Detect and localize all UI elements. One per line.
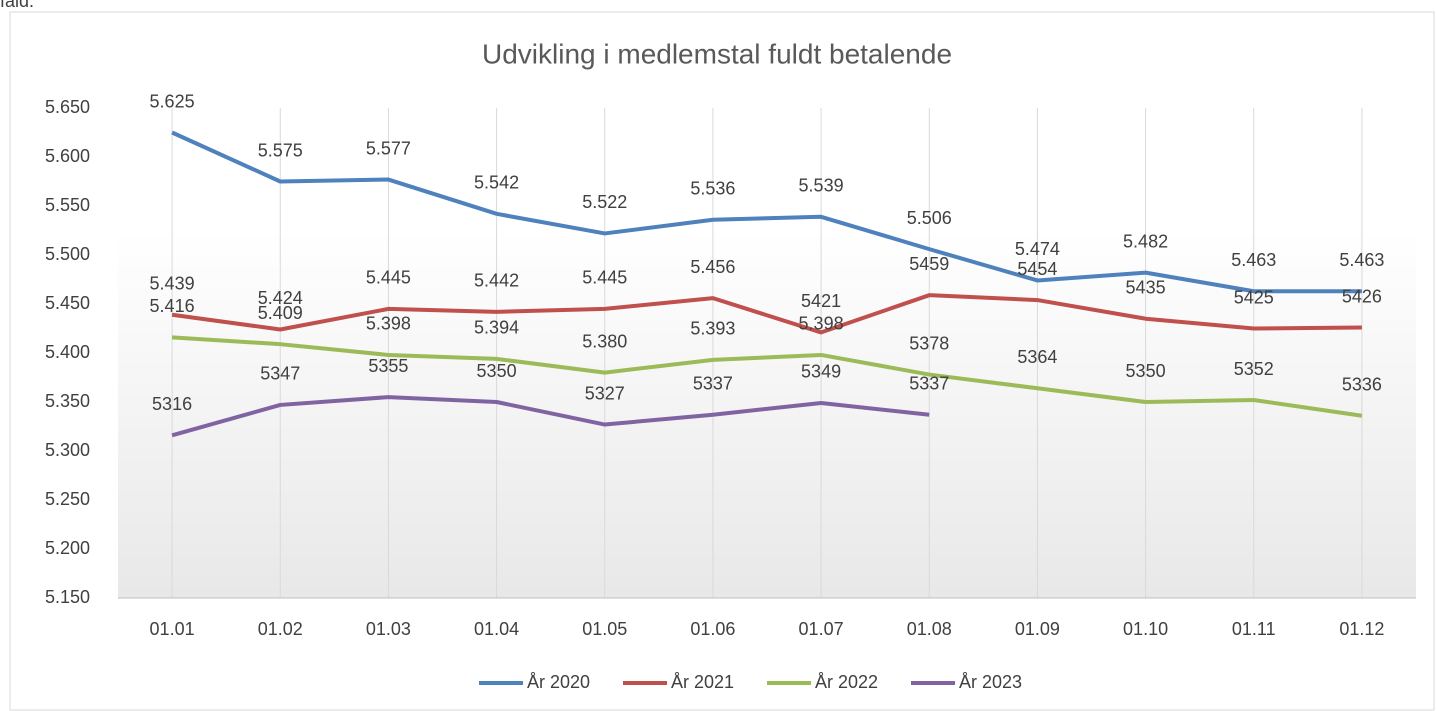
data-label: 5316 [152, 394, 192, 414]
data-label: 5.439 [150, 274, 195, 294]
data-label: 5454 [1017, 259, 1057, 279]
data-label: 5337 [909, 373, 949, 393]
series-line [171, 335, 1363, 418]
data-label: 5378 [909, 333, 949, 353]
y-tick-label: 5.300 [45, 440, 90, 460]
y-tick-label: 5.250 [45, 489, 90, 509]
x-tick-label: 01.07 [799, 619, 844, 639]
data-label: 5425 [1234, 287, 1274, 307]
legend-label: År 2021 [671, 672, 734, 692]
legend-label: År 2022 [815, 672, 878, 692]
legend-label: År 2020 [527, 672, 590, 692]
x-tick-label: 01.12 [1339, 619, 1384, 639]
data-label: 5421 [801, 291, 841, 311]
series-line [171, 130, 1362, 294]
y-tick-label: 5.350 [45, 391, 90, 411]
data-label: 5.625 [150, 91, 195, 111]
chart-title: Udvikling i medlemstal fuldt betalende [482, 38, 952, 69]
x-tick-label: 01.04 [474, 619, 519, 639]
data-label: 5459 [909, 254, 949, 274]
y-tick-label: 5.450 [45, 293, 90, 313]
series-line [171, 395, 930, 438]
x-tick-label: 01.11 [1232, 619, 1276, 639]
y-tick-label: 5.600 [45, 146, 90, 166]
data-label: 5.380 [582, 331, 627, 351]
y-tick-label: 5.150 [45, 587, 90, 607]
data-label: 5426 [1342, 286, 1382, 306]
data-label: 5.539 [799, 176, 844, 196]
data-label: 5.482 [1123, 231, 1168, 251]
data-label: 5355 [368, 356, 408, 376]
plot-area [118, 108, 1416, 598]
y-tick-label: 5.400 [45, 342, 90, 362]
data-label: 5349 [801, 362, 841, 382]
y-tick-label: 5.650 [45, 97, 90, 117]
data-label: 5.398 [799, 314, 844, 334]
x-tick-label: 01.03 [366, 619, 411, 639]
y-tick-label: 5.500 [45, 244, 90, 264]
data-label: 5337 [693, 373, 733, 393]
data-label: 5.394 [474, 318, 519, 338]
x-tick-label: 01.10 [1123, 619, 1168, 639]
data-label: 5.577 [366, 138, 411, 158]
data-label: 5.474 [1015, 239, 1060, 259]
x-tick-label: 01.06 [690, 619, 735, 639]
x-tick-label: 01.01 [150, 619, 195, 639]
header-text: fald. [0, 0, 34, 11]
data-label: 5.522 [582, 192, 627, 212]
data-label: 5.442 [474, 271, 519, 291]
data-label: 5.463 [1231, 250, 1276, 270]
data-label: 5352 [1234, 359, 1274, 379]
data-label: 5364 [1017, 347, 1057, 367]
data-label: 5.445 [582, 268, 627, 288]
x-tick-label: 01.02 [258, 619, 303, 639]
data-label: 5336 [1342, 374, 1382, 394]
data-label: 5.445 [366, 268, 411, 288]
y-tick-label: 5.550 [45, 195, 90, 215]
x-tick-label: 01.08 [907, 619, 952, 639]
data-label: 5327 [585, 383, 625, 403]
data-label: 5.416 [150, 296, 195, 316]
x-tick-label: 01.09 [1015, 619, 1060, 639]
data-label: 5.393 [690, 319, 735, 339]
data-label: 5.575 [258, 140, 303, 160]
data-label: 5350 [477, 361, 517, 381]
x-tick-label: 01.05 [582, 619, 627, 639]
data-label: 5.463 [1339, 250, 1384, 270]
data-label: 5350 [1126, 361, 1166, 381]
data-label: 5.398 [366, 314, 411, 334]
y-tick-label: 5.200 [45, 538, 90, 558]
data-label: 5347 [260, 364, 300, 384]
data-label: 5.506 [907, 208, 952, 228]
series-line [171, 293, 1362, 335]
data-label: 5.456 [690, 257, 735, 277]
data-label: 5.536 [690, 178, 735, 198]
data-label: 5435 [1126, 277, 1166, 297]
legend-label: År 2023 [959, 672, 1022, 692]
data-label: 5.424 [258, 288, 303, 308]
chart-frame [9, 11, 1435, 711]
data-label: 5.409 [258, 303, 303, 323]
data-label: 5.542 [474, 173, 519, 193]
